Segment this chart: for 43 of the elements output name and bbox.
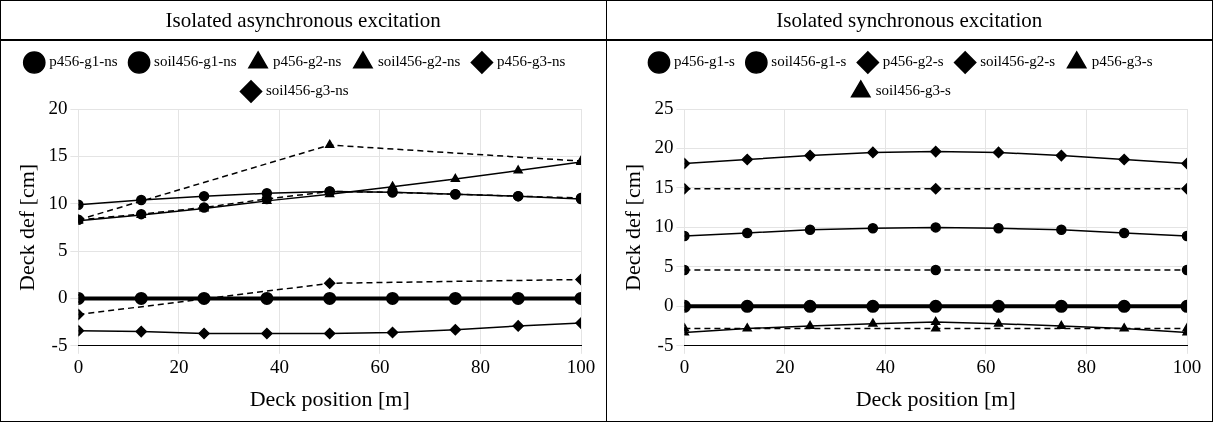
y-tick-label: 20 [653, 136, 673, 158]
x-axis-title: Deck position [m] [855, 385, 1016, 411]
y-tick-label: 10 [48, 191, 68, 213]
x-tick-label: 20 [169, 356, 189, 378]
y-tick-label: 5 [663, 254, 673, 276]
y-tick-label: 15 [48, 144, 68, 166]
chart-title: Isolated asynchronous excitation [1, 1, 606, 41]
legend-label: soil456-g3-s [875, 82, 951, 99]
y-tick-label: 0 [57, 286, 68, 308]
y-tick-label: 20 [48, 96, 68, 118]
x-tick-label: 0 [73, 356, 84, 378]
y-tick-label: 15 [653, 175, 673, 197]
legend-label: soil456-g2-s [979, 53, 1055, 70]
legend-label: soil456-g3-ns [266, 82, 349, 99]
x-tick-label: 40 [875, 356, 895, 378]
y-axis-title: Deck def [cm] [619, 163, 645, 291]
x-tick-label: 60 [975, 356, 995, 378]
y-tick-label: 10 [653, 215, 673, 237]
y-tick-label: -5 [657, 333, 673, 355]
chart-title: Isolated synchronous excitation [606, 1, 1212, 41]
legend-label: soil456-g1-s [770, 53, 846, 70]
y-tick-label: -5 [51, 333, 68, 355]
x-tick-label: 100 [1172, 356, 1201, 378]
legend-label: p456-g1-ns [49, 53, 118, 70]
y-tick-label: 0 [663, 294, 673, 316]
y-tick-label: 25 [653, 96, 673, 118]
legend-label: soil456-g2-ns [377, 53, 461, 70]
x-tick-label: 0 [679, 356, 689, 378]
x-tick-label: 60 [370, 356, 390, 378]
x-tick-label: 40 [269, 356, 289, 378]
x-tick-label: 80 [1076, 356, 1096, 378]
legend-label: p456-g3-ns [496, 53, 566, 70]
x-tick-label: 100 [566, 356, 596, 378]
legend-label: soil456-g1-ns [154, 53, 237, 70]
legend-label: p456-g2-s [882, 53, 944, 70]
legend-label: p456-g2-ns [273, 53, 342, 70]
x-tick-label: 80 [470, 356, 490, 378]
x-tick-label: 20 [774, 356, 794, 378]
legend-label: p456-g1-s [673, 53, 735, 70]
y-tick-label: 5 [57, 239, 68, 261]
legend-label: p456-g3-s [1091, 53, 1153, 70]
x-axis-title: Deck position [m] [249, 385, 410, 411]
y-axis-title: Deck def [cm] [13, 163, 39, 291]
